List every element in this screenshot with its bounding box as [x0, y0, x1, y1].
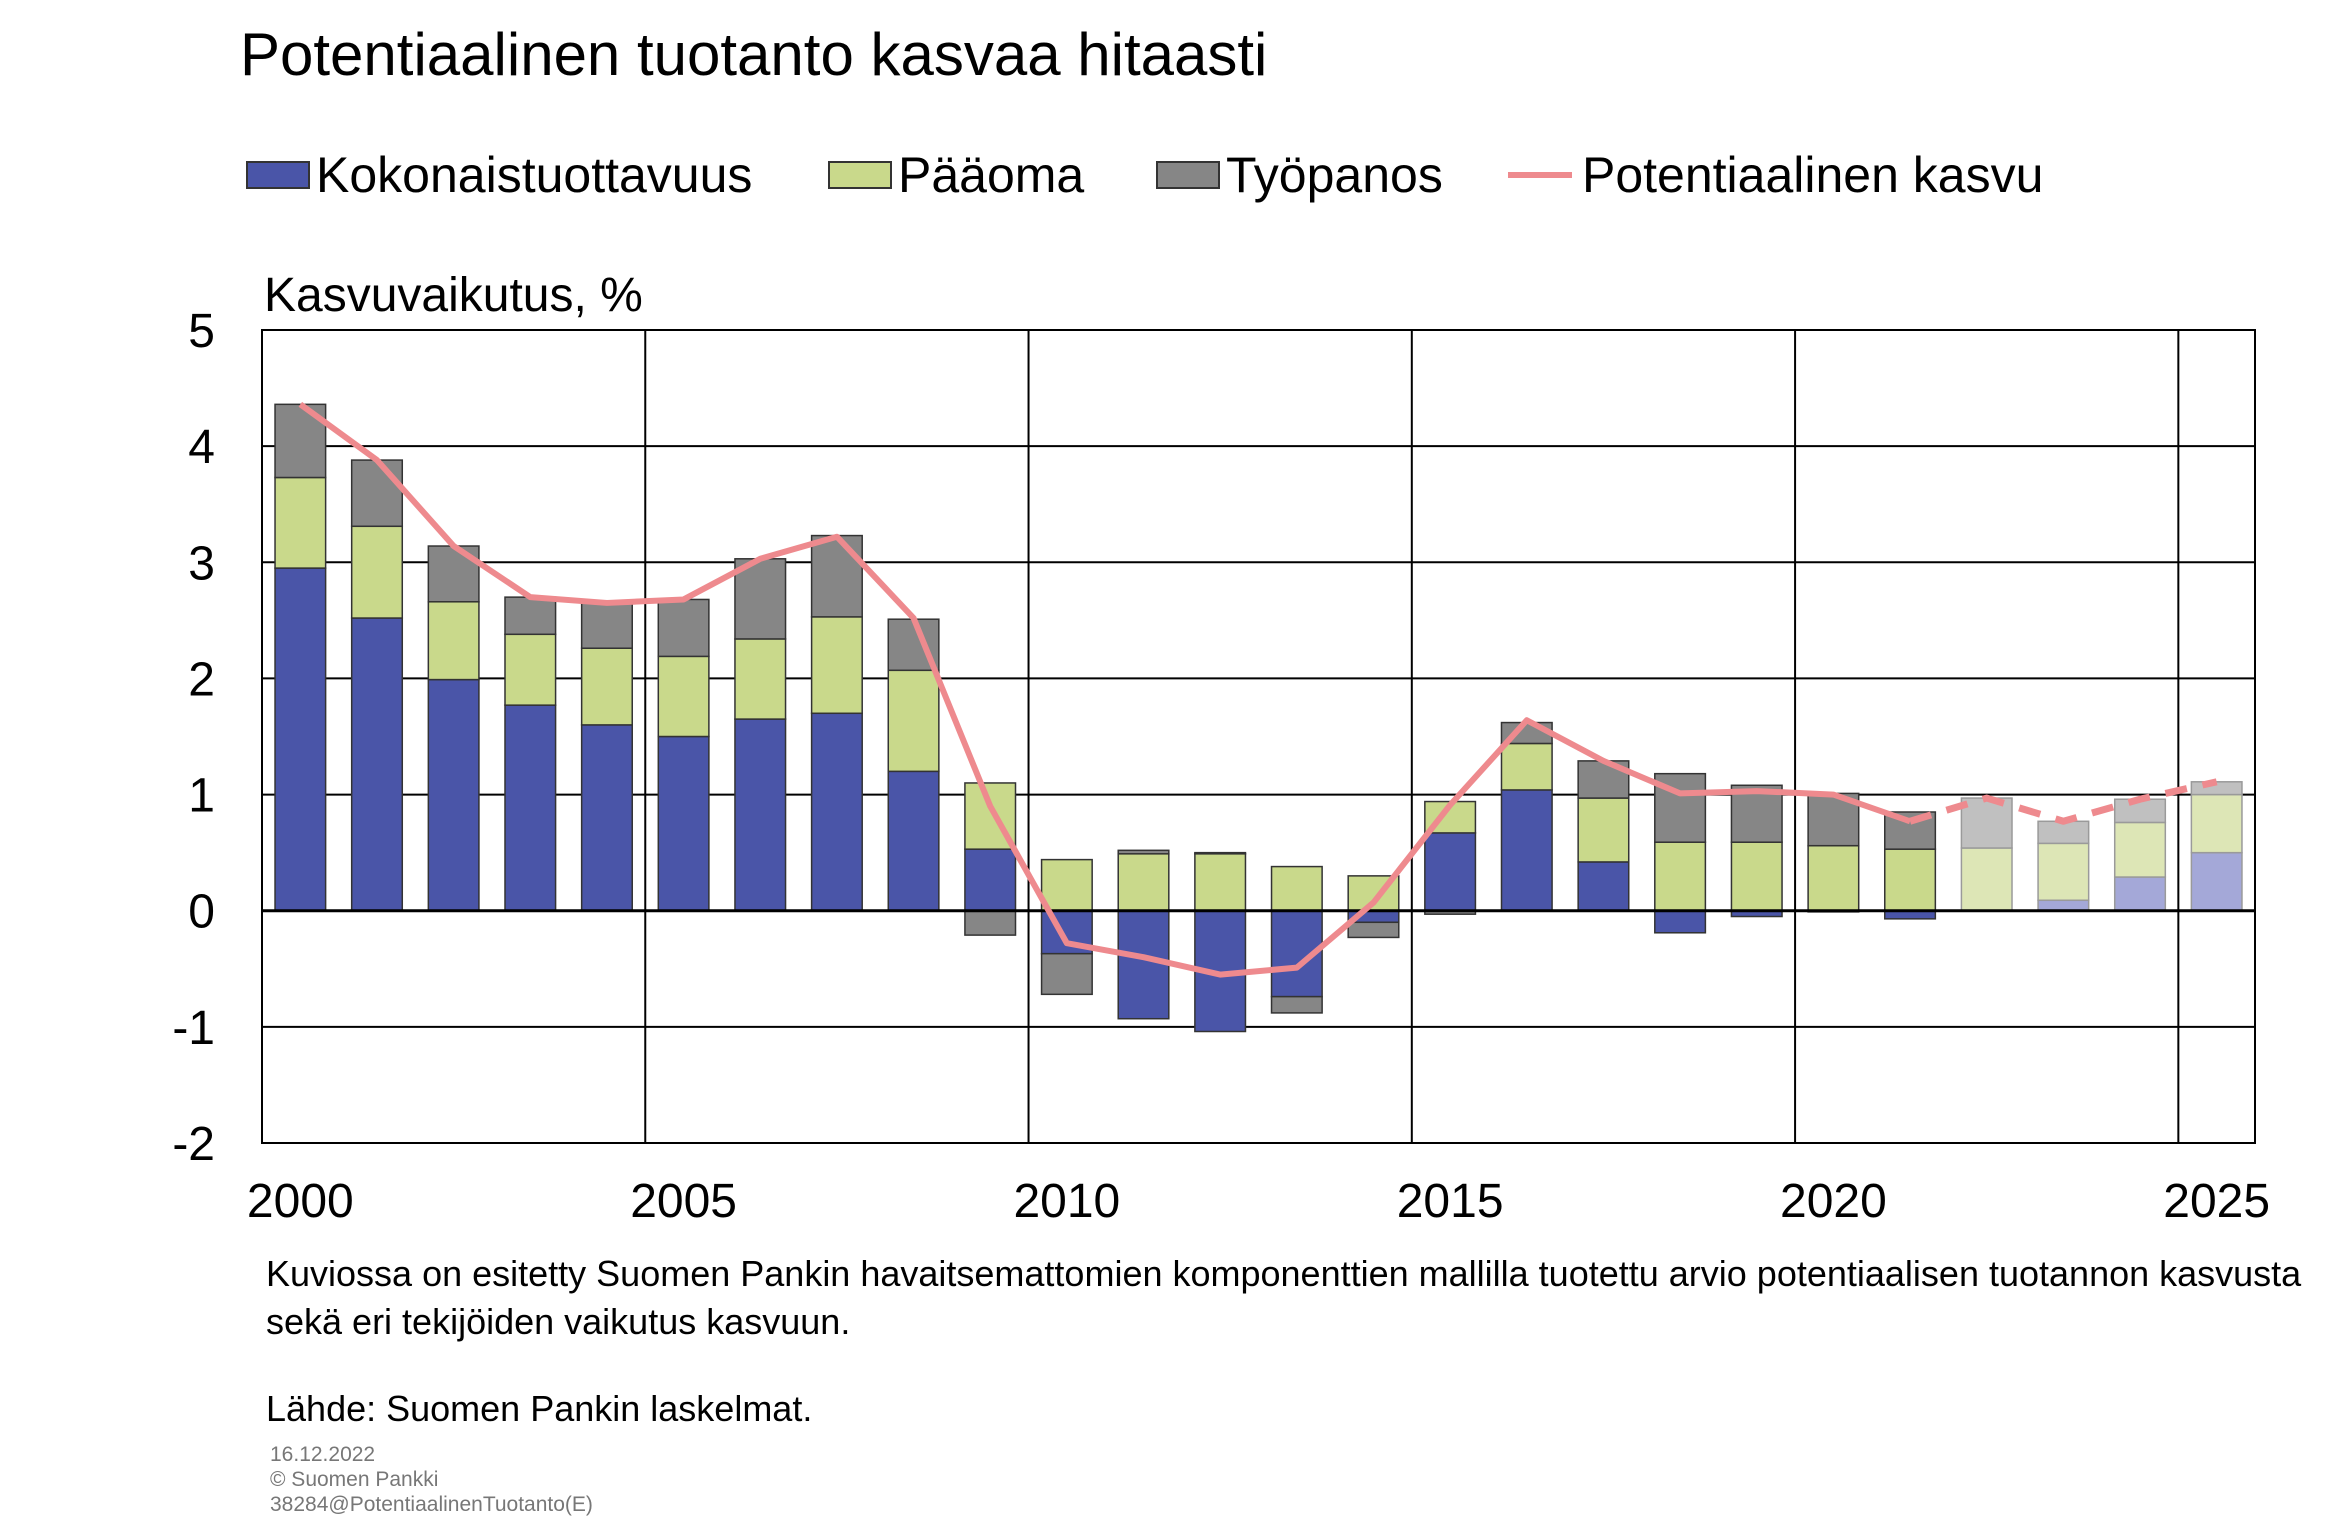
y-tick-label: 2 [188, 653, 215, 706]
potential-growth-forecast-line [1909, 778, 2218, 825]
bar-segment [2113, 821, 2167, 878]
y-tick-label: -2 [172, 1118, 215, 1171]
stacked-bar-chart: 5 4 3 2 1 0 -1 -2 2000 2005 2010 2015 2020 2025 [172, 305, 2270, 1228]
legend-swatch-potential-growth [1508, 172, 1572, 178]
bar-segment [580, 724, 633, 912]
bar-segment [887, 669, 940, 773]
bar-segment [1270, 995, 1323, 1014]
bar-segment [810, 616, 863, 715]
bar-segment [887, 770, 940, 912]
y-tick-label: -1 [172, 1002, 215, 1055]
legend-label-potential-growth: Potentiaalinen kasvu [1582, 147, 2044, 203]
legend-label-productivity: Kokonaistuottavuus [316, 147, 753, 203]
publish-date: 16.12.2022 [270, 1443, 376, 1466]
bar-segment [810, 712, 863, 912]
bar-segment [1730, 841, 1783, 912]
bar-segment [2113, 876, 2167, 912]
legend-swatch-capital [828, 161, 892, 189]
y-tick-label: 3 [188, 537, 215, 590]
bar-segment [734, 558, 787, 640]
bar-segment [1654, 909, 1707, 934]
bar-segment [734, 718, 787, 912]
bar-segment [1654, 841, 1707, 912]
legend-item-potential-growth: Potentiaalinen kasvu [1508, 140, 2043, 210]
bar-segment [1577, 861, 1630, 912]
bar-segment [1960, 797, 2013, 849]
bar-segment [1040, 858, 1093, 912]
bar-segment [1960, 847, 2013, 912]
bar-segment [350, 459, 404, 528]
bar-segment [1807, 844, 1860, 912]
bar-segment [1500, 742, 1553, 791]
bar-segment [1884, 848, 1937, 912]
bar-segment [274, 567, 327, 912]
copyright-text: © Suomen Pankki [270, 1468, 439, 1491]
bar-segment [657, 655, 710, 738]
bar-segment [964, 848, 1017, 912]
bar-segment [350, 525, 404, 619]
bar-segment [1117, 849, 1170, 855]
bar-segment [1194, 853, 1247, 912]
bar-segment [504, 596, 557, 636]
bar-segment [504, 704, 557, 912]
y-tick-label: 0 [188, 886, 215, 939]
bar-segment [1117, 909, 1170, 1020]
x-tick-label: 2020 [1780, 1175, 1887, 1228]
y-tick-label: 4 [188, 421, 215, 474]
figure-source: Lähde: Suomen Pankin laskelmat. [266, 1388, 813, 1429]
bar-segment [657, 735, 710, 912]
bar-segment [350, 617, 404, 912]
y-tick-label: 1 [188, 770, 215, 823]
bar-segment [734, 638, 787, 720]
page-title: Potentiaalinen tuotanto kasvaa hitaasti [240, 21, 1268, 88]
y-tick-label: 5 [188, 305, 215, 358]
figure-note: Kuviossa on esitetty Suomen Pankin havai… [266, 1253, 2302, 1342]
x-tick-label: 2000 [247, 1175, 354, 1228]
bar-segment [657, 598, 710, 658]
potential-growth-line [298, 401, 1912, 978]
bar-segment [1424, 832, 1477, 912]
x-tick-label: 2010 [1013, 1175, 1120, 1228]
bar-segment [1500, 789, 1553, 912]
legend-label-labour: Työpanos [1226, 147, 1443, 203]
bar-segment [1347, 921, 1400, 939]
legend-item-productivity: Kokonaistuottavuus [246, 140, 752, 210]
x-tick-label: 2025 [2163, 1175, 2270, 1228]
bar-segment [274, 476, 327, 569]
plot-frame [261, 329, 2256, 1144]
legend-swatch-productivity [246, 161, 310, 189]
legend-label-capital: Pääoma [898, 147, 1085, 203]
bar-segment [810, 534, 863, 618]
bar-segment [1577, 797, 1630, 863]
x-tick-label: 2005 [630, 1175, 737, 1228]
bar-segment [1194, 851, 1247, 855]
bar-segment [964, 909, 1017, 936]
y-axis-title: Kasvuvaikutus, % [264, 269, 643, 322]
legend-swatch-labour [1156, 161, 1220, 189]
legend-item-labour: Työpanos [1156, 140, 1443, 210]
bar-segment [1270, 865, 1323, 912]
chart-code: 38284@PotentiaalinenTuotanto(E) [270, 1493, 593, 1516]
bar-segment [1117, 853, 1170, 912]
legend-item-capital: Pääoma [828, 140, 1084, 210]
bar-segment [427, 678, 480, 912]
bar-segment [2037, 899, 2090, 912]
bar-segment [1040, 952, 1093, 996]
bar-segment [580, 647, 633, 726]
bar-segment [2037, 842, 2090, 902]
bar-segment [580, 602, 633, 649]
bar-segment [2190, 793, 2243, 854]
bar-segment [427, 601, 480, 681]
bar-segment [2190, 851, 2243, 912]
x-tick-label: 2015 [1397, 1175, 1504, 1228]
bar-segment [504, 633, 557, 706]
